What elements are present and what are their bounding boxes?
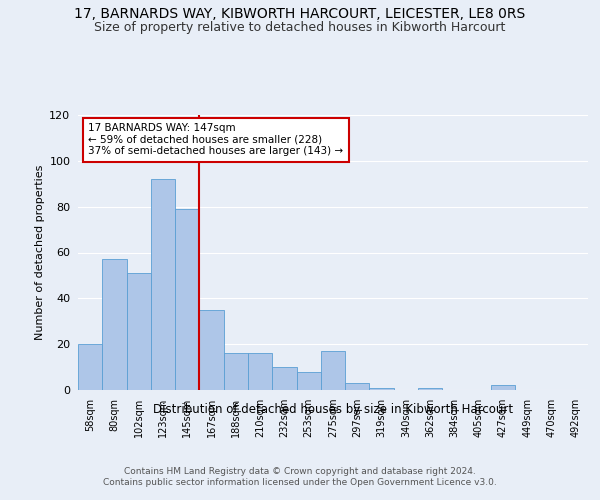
Text: Size of property relative to detached houses in Kibworth Harcourt: Size of property relative to detached ho… [94,21,506,34]
Bar [224,354,248,390]
Bar [345,383,370,390]
Bar [248,354,272,390]
Bar [127,273,151,390]
Bar [102,260,127,390]
Bar [491,386,515,390]
Bar [151,179,175,390]
Text: 17, BARNARDS WAY, KIBWORTH HARCOURT, LEICESTER, LE8 0RS: 17, BARNARDS WAY, KIBWORTH HARCOURT, LEI… [74,8,526,22]
Bar [272,367,296,390]
Bar [175,209,199,390]
Text: Distribution of detached houses by size in Kibworth Harcourt: Distribution of detached houses by size … [153,402,513,415]
Bar [370,388,394,390]
Bar [199,310,224,390]
Bar [296,372,321,390]
Bar [78,344,102,390]
Bar [418,388,442,390]
Text: Contains HM Land Registry data © Crown copyright and database right 2024.
Contai: Contains HM Land Registry data © Crown c… [103,468,497,487]
Text: 17 BARNARDS WAY: 147sqm
← 59% of detached houses are smaller (228)
37% of semi-d: 17 BARNARDS WAY: 147sqm ← 59% of detache… [88,123,343,156]
Bar [321,351,345,390]
Y-axis label: Number of detached properties: Number of detached properties [35,165,45,340]
